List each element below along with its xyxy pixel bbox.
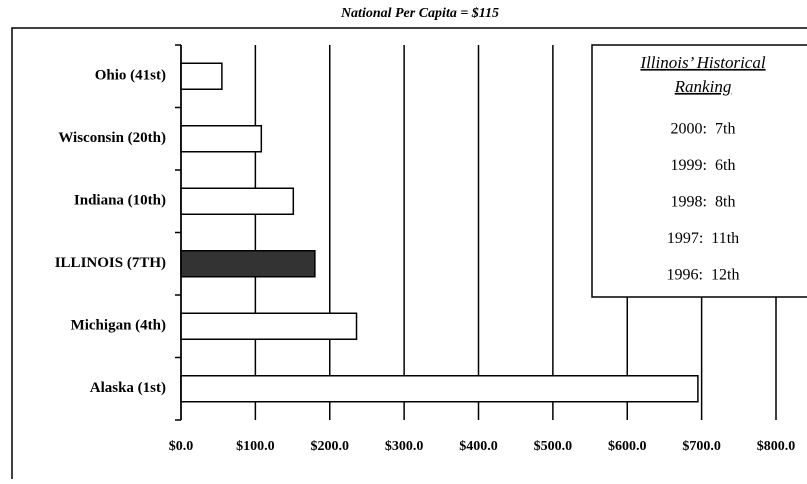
- x-tick-label: $200.0: [311, 439, 350, 454]
- x-tick-label: $400.0: [459, 439, 498, 454]
- x-tick-label: $500.0: [534, 439, 573, 454]
- x-tick-label: $0.0: [169, 439, 194, 454]
- x-tick-label: $800.0: [757, 439, 796, 454]
- bar: [180, 312, 358, 340]
- annotation-text: 1998: 8th: [671, 194, 736, 211]
- annotation-text: 1999: 6th: [671, 157, 736, 174]
- x-tick-label: $600.0: [608, 439, 647, 454]
- bar: [180, 62, 223, 90]
- chart-subtitle: National Per Capita = $115: [340, 6, 499, 21]
- annotation-text: 1997: 11th: [667, 230, 739, 247]
- y-tick-label: ILLINOIS (7TH): [55, 255, 166, 271]
- annotation-title: Illinois’ Historical: [639, 53, 765, 72]
- bar: [180, 375, 699, 403]
- bar: [180, 187, 295, 215]
- y-tick-label: Michigan (4th): [71, 318, 166, 334]
- y-tick-label: Wisconsin (20th): [58, 130, 166, 146]
- x-tick-label: $100.0: [236, 439, 275, 454]
- annotation-text: 2000: 7th: [671, 121, 736, 138]
- x-tick-label: $300.0: [385, 439, 424, 454]
- chart-frame: [11, 27, 807, 484]
- bar: [180, 125, 263, 153]
- annotation-title: Ranking: [674, 77, 732, 96]
- y-tick-label: Ohio (41st): [95, 68, 166, 84]
- annotation-text: 1996: 12th: [667, 267, 740, 284]
- bar: [180, 250, 316, 278]
- y-tick-label: Indiana (10th): [74, 193, 166, 209]
- y-tick-label: Alaska (1st): [90, 380, 166, 396]
- x-tick-label: $700.0: [682, 439, 721, 454]
- annotation-box: [591, 44, 807, 298]
